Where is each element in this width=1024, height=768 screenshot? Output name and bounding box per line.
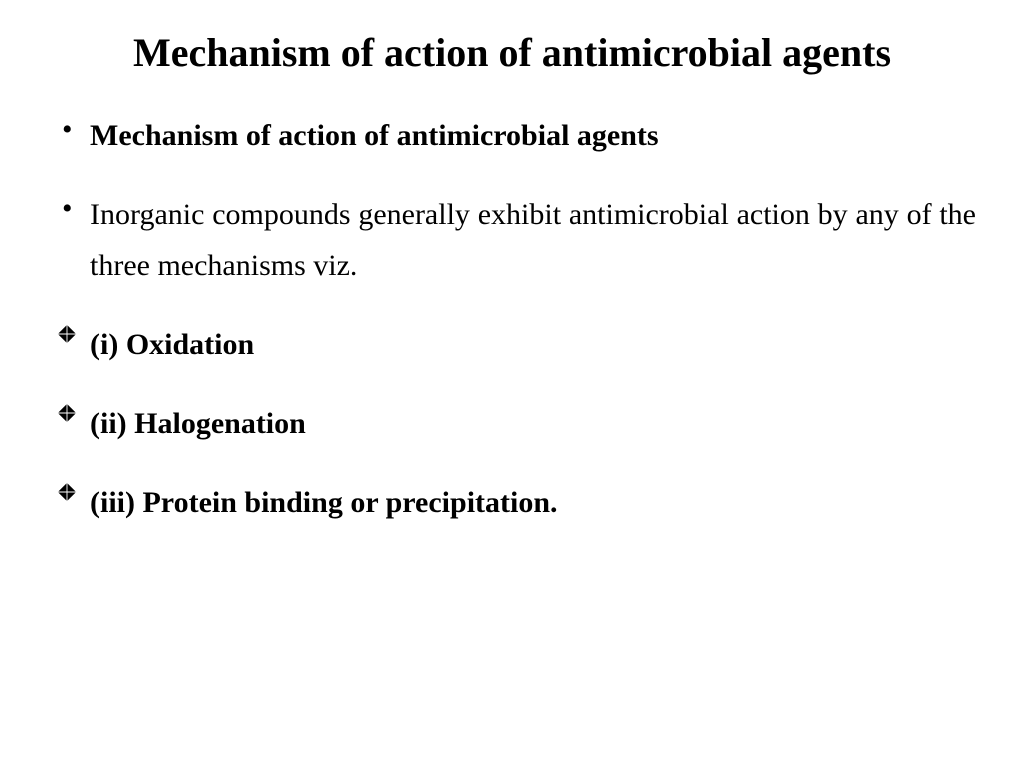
diamond-item: (iii) Protein binding or precipitation. (56, 477, 976, 528)
slide-content: • Mechanism of action of antimicrobial a… (48, 110, 976, 528)
diamond-text: (i) Oxidation (90, 319, 976, 370)
bullet-item: • Inorganic compounds generally exhibit … (56, 189, 976, 291)
diamond-item: (i) Oxidation (56, 319, 976, 370)
diamond-marker-icon (56, 477, 90, 503)
slide: Mechanism of action of antimicrobial age… (0, 0, 1024, 768)
bullet-item: • Mechanism of action of antimicrobial a… (56, 110, 976, 161)
bullet-text: Mechanism of action of antimicrobial age… (90, 110, 976, 161)
diamond-text: (iii) Protein binding or precipitation. (90, 477, 976, 528)
bullet-marker-icon: • (56, 189, 90, 228)
bullet-text: Inorganic compounds generally exhibit an… (90, 189, 976, 291)
diamond-marker-icon (56, 398, 90, 424)
diamond-marker-icon (56, 319, 90, 345)
diamond-text: (ii) Halogenation (90, 398, 976, 449)
slide-title: Mechanism of action of antimicrobial age… (48, 28, 976, 78)
diamond-item: (ii) Halogenation (56, 398, 976, 449)
bullet-marker-icon: • (56, 110, 90, 149)
